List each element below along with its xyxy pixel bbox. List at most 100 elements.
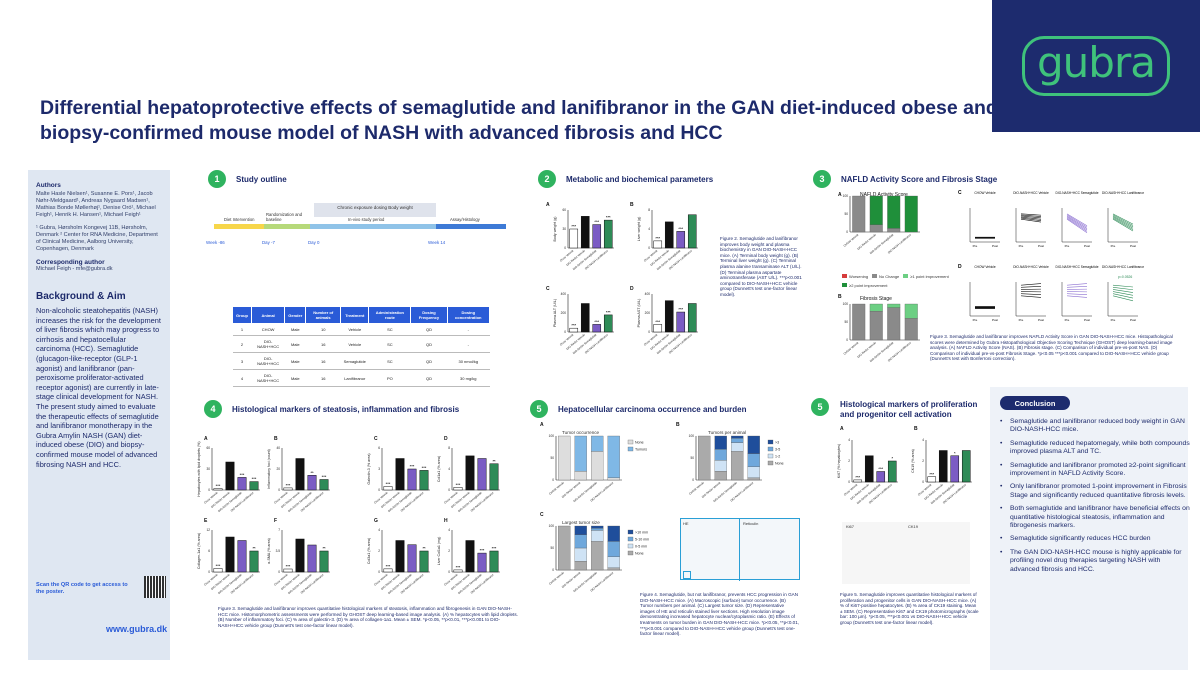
stacked-bar-segment bbox=[747, 435, 760, 454]
bar bbox=[319, 479, 329, 491]
y-tick-label: 4 bbox=[648, 227, 650, 231]
significance-label: *** bbox=[655, 235, 660, 240]
p-value-label: p=0.0526 bbox=[1118, 275, 1132, 279]
bar bbox=[687, 303, 697, 333]
bar bbox=[419, 550, 429, 573]
stacked-bar-segment bbox=[904, 318, 918, 341]
conclusion-item: Semaglutide significantly reduces HCC bu… bbox=[1000, 535, 1190, 544]
y-tick-label: 2 bbox=[378, 549, 380, 553]
table-row: 2 DIO-NASH+HCC Male 16 Vehicle SC QD - bbox=[232, 335, 490, 353]
table-cell: 16 bbox=[305, 335, 341, 353]
prepost-line bbox=[1112, 291, 1134, 296]
significance-label: *** bbox=[571, 323, 576, 328]
y-tick-label: 2 bbox=[448, 549, 450, 553]
axis bbox=[969, 282, 1000, 317]
timeline-phase-baseline bbox=[264, 224, 310, 229]
affiliations: ¹ Gubra, Hørsholm Kongevej 11B, Hørsholm… bbox=[36, 225, 158, 252]
y-tick-label: 100 bbox=[843, 302, 849, 306]
prepost-line bbox=[1112, 218, 1134, 232]
bar bbox=[687, 214, 697, 249]
section-1-title: Study outline bbox=[236, 175, 287, 184]
section-5-title: Hepatocellular carcinoma occurrence and … bbox=[558, 405, 747, 414]
prepost-tick-label: Post bbox=[1084, 318, 1090, 322]
prepost-line bbox=[1112, 293, 1134, 299]
table-cell: Vehicle bbox=[340, 323, 369, 336]
table-header-cell: Number of animals bbox=[305, 306, 342, 324]
panel-letter: A bbox=[838, 192, 842, 198]
table-cell: - bbox=[447, 335, 490, 353]
prepost-line bbox=[1066, 214, 1088, 228]
legend-swatch bbox=[767, 439, 774, 445]
prepost-group-label: DIO-NASH+HCC Semaglutide bbox=[1056, 191, 1099, 195]
x-tick-label: CHOW Vehicle bbox=[843, 340, 860, 355]
table-cell: Vehicle bbox=[340, 335, 369, 353]
y-tick-label: 50 bbox=[844, 212, 848, 216]
prepost-line bbox=[1066, 215, 1088, 229]
timeline-week-4: Week 14 bbox=[428, 240, 446, 245]
axis bbox=[1015, 208, 1046, 243]
significance-label: *** bbox=[492, 546, 497, 551]
prepost-tick-label: Pre bbox=[1065, 318, 1070, 322]
stacked-bar-segment bbox=[887, 228, 901, 233]
significance-label: *** bbox=[410, 464, 415, 469]
significance-label: *** bbox=[594, 219, 599, 224]
y-tick-label: 0 bbox=[378, 570, 380, 574]
table-cell: Male bbox=[284, 323, 306, 336]
bar bbox=[295, 458, 305, 491]
legend-swatch bbox=[627, 536, 634, 542]
website-link[interactable]: www.gubra.dk bbox=[106, 624, 168, 634]
significance-label: *** bbox=[286, 482, 291, 487]
bar bbox=[569, 327, 579, 333]
bar bbox=[676, 311, 686, 333]
y-tick-label: 400 bbox=[645, 292, 651, 296]
significance-label: ** bbox=[252, 546, 256, 551]
stacked-bar-segment bbox=[747, 466, 760, 478]
table-cell: 3 bbox=[232, 352, 252, 370]
y-axis-label: α-SMA (% area) bbox=[267, 538, 271, 564]
timeline-event-2: Randomization and baseline bbox=[266, 212, 303, 222]
y-tick-label: 0 bbox=[564, 246, 566, 250]
legend-label: 1-2 bbox=[775, 455, 780, 459]
legend-label: None bbox=[635, 552, 644, 556]
histology-images-hcc: HE Reticulin bbox=[680, 518, 800, 581]
prepost-line bbox=[1066, 295, 1088, 298]
prepost-tick-label: Pre bbox=[1065, 244, 1070, 248]
nas-title: NAFLD Activity Score bbox=[860, 192, 908, 198]
table-row: 3 DIO-NASH+HCC Male 16 Semaglutide SC QD 30 nmo… bbox=[232, 352, 490, 370]
axis bbox=[969, 208, 1000, 243]
bar bbox=[295, 538, 305, 573]
panel-letter: H bbox=[444, 518, 448, 524]
table-cell: QD bbox=[410, 335, 448, 353]
prepost-tick-label: Pre bbox=[1019, 244, 1024, 248]
stacked-bar-segment bbox=[869, 195, 883, 225]
prepost-line bbox=[1020, 286, 1042, 288]
bar bbox=[453, 487, 463, 491]
stacked-bar-segment bbox=[731, 451, 744, 481]
ki67-label: Ki67 bbox=[846, 524, 855, 529]
stacked-bar-segment bbox=[852, 195, 866, 233]
prepost-line bbox=[1112, 287, 1134, 291]
corresponding-heading: Corresponding author bbox=[36, 259, 105, 266]
caption-fig5: Figure 4. Semaglutide, but not lanifibra… bbox=[640, 592, 800, 637]
y-tick-label: 100 bbox=[549, 434, 555, 438]
y-tick-label: 40 bbox=[276, 446, 280, 450]
stacked-bar-segment bbox=[574, 525, 587, 535]
y-axis-label: Collagen-1a1 (% area) bbox=[197, 533, 201, 569]
y-tick-label: 60 bbox=[206, 446, 210, 450]
stacked-bar-segment bbox=[731, 442, 744, 452]
prepost-group-label: DIO-NASH+HCC Lanifibranor bbox=[1102, 265, 1145, 269]
significance-label: *** bbox=[386, 481, 391, 486]
y-axis-label: Liver Col1a1 (mg) bbox=[437, 537, 441, 566]
prepost-line bbox=[1112, 217, 1134, 230]
qr-code[interactable] bbox=[144, 576, 166, 598]
stacked-bar-segment bbox=[558, 435, 571, 481]
stacked-bar-segment bbox=[607, 435, 620, 478]
prepost-line bbox=[1020, 295, 1042, 298]
stacked-bar-segment bbox=[591, 530, 604, 542]
bar bbox=[653, 240, 663, 249]
